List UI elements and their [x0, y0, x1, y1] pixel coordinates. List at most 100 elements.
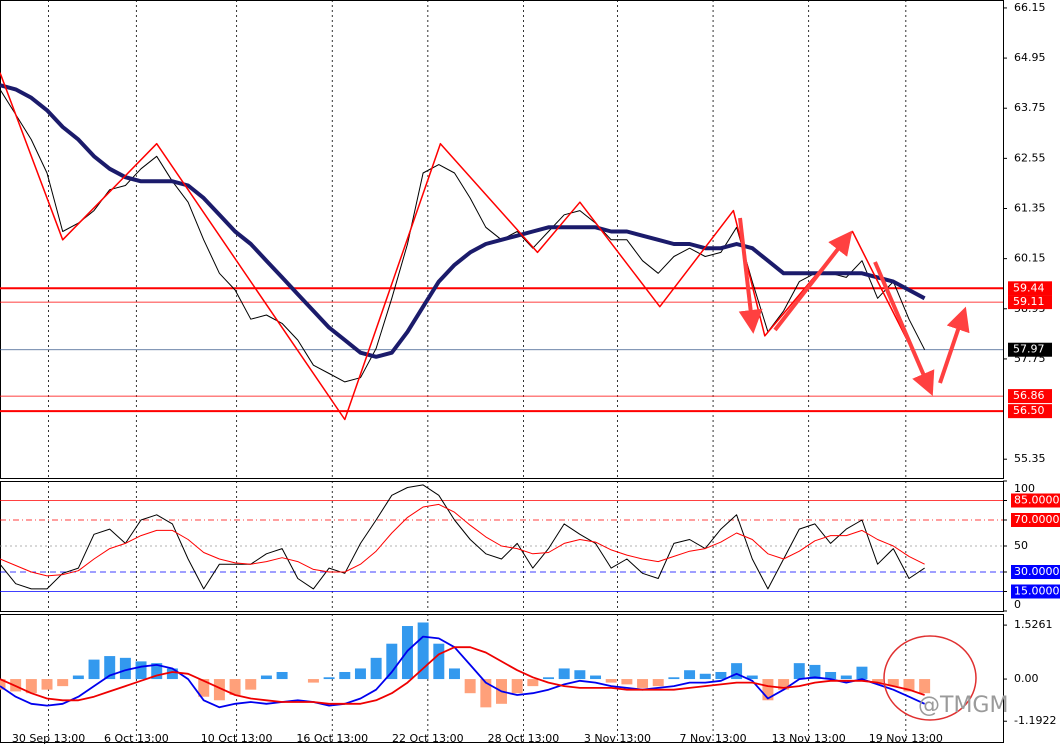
- level-box: [1008, 281, 1052, 296]
- histogram-bar: [856, 666, 868, 680]
- histogram-bar: [668, 677, 680, 680]
- histogram-bar: [0, 679, 6, 690]
- y-tick-label: 66.15: [1014, 1, 1046, 14]
- series-line: [0, 646, 925, 705]
- histogram-bar: [464, 679, 476, 694]
- histogram-bar: [793, 663, 805, 680]
- x-tick-label: 22 Oct 13:00: [392, 732, 464, 745]
- histogram-bar: [919, 679, 931, 694]
- y-tick-label: 63.75: [1014, 101, 1046, 114]
- histogram-bar: [72, 675, 84, 680]
- histogram-bar: [731, 663, 743, 680]
- level-label: 59.44: [1013, 281, 1045, 294]
- histogram-bar: [57, 679, 69, 687]
- histogram-bar: [386, 643, 398, 680]
- histogram-bar: [370, 657, 382, 680]
- level-label: 59.11: [1013, 295, 1045, 308]
- x-tick-label: 30 Sep 13:00: [12, 732, 85, 745]
- level-box: [1008, 295, 1052, 310]
- x-tick-label: 3 Nov 13:00: [584, 732, 651, 745]
- histogram-bar: [872, 679, 884, 683]
- tick-box: [1011, 493, 1060, 508]
- histogram-bar: [260, 675, 272, 680]
- y-tick-label: 15.0000: [1014, 585, 1060, 598]
- x-tick-label: 19 Nov 13:00: [869, 732, 943, 745]
- histogram-bar: [119, 657, 131, 680]
- histogram-bar: [511, 679, 523, 694]
- x-tick-label: 16 Oct 13:00: [296, 732, 368, 745]
- y-tick-label: 60.15: [1014, 252, 1046, 265]
- histogram-bar: [213, 679, 225, 701]
- histogram-bar: [25, 679, 37, 694]
- histogram-bar: [621, 679, 633, 685]
- histogram-bar: [652, 679, 664, 687]
- histogram-bar: [41, 679, 53, 690]
- histogram-bar: [339, 671, 351, 680]
- y-tick-label: 61.35: [1014, 201, 1046, 214]
- histogram-bar: [840, 675, 852, 680]
- histogram-bar: [762, 679, 774, 701]
- histogram-bar: [354, 668, 366, 680]
- panel-frame: [0, 0, 1004, 479]
- y-tick-label: 0: [1014, 598, 1021, 611]
- histogram-bar: [543, 677, 555, 680]
- histogram-bar: [605, 679, 617, 683]
- histogram-bar: [778, 679, 790, 690]
- y-tick-label: 100: [1014, 482, 1035, 495]
- histogram-bar: [480, 679, 492, 708]
- y-tick-label: 62.55: [1014, 151, 1046, 164]
- y-tick-label: 1.5261: [1014, 618, 1053, 631]
- histogram-bar: [433, 643, 445, 680]
- histogram-bar: [229, 679, 241, 695]
- series-line: [0, 72, 934, 421]
- level-label: 56.86: [1013, 389, 1045, 402]
- histogram-bar: [527, 679, 539, 687]
- y-tick-label: 0.00: [1014, 672, 1039, 685]
- watermark: @TMGM: [918, 693, 1008, 718]
- histogram-bar: [104, 656, 116, 680]
- arrow: [738, 217, 763, 334]
- x-tick-label: 13 Nov 13:00: [772, 732, 846, 745]
- histogram-bar: [198, 679, 210, 697]
- tick-box: [1011, 584, 1060, 599]
- x-tick-label: 10 Oct 13:00: [201, 732, 273, 745]
- histogram-bar: [448, 668, 460, 680]
- histogram-bar: [809, 664, 821, 680]
- histogram-bar: [135, 661, 147, 680]
- y-tick-label: 30.0000: [1014, 565, 1060, 578]
- x-tick-label: 6 Oct 13:00: [104, 732, 169, 745]
- level-box: [1008, 404, 1052, 419]
- histogram-bar: [401, 626, 413, 680]
- series-line: [0, 503, 925, 577]
- histogram-bar: [245, 679, 257, 690]
- histogram-bar: [637, 679, 649, 688]
- histogram-bar: [887, 679, 899, 687]
- histogram-bar: [746, 675, 758, 680]
- arrow: [873, 261, 935, 397]
- histogram-bar: [151, 663, 163, 680]
- annotations: [738, 217, 970, 397]
- x-tick-label: 7 Nov 13:00: [679, 732, 746, 745]
- series-line: [0, 83, 926, 359]
- histogram-bar: [684, 670, 696, 680]
- histogram-bar: [276, 671, 288, 680]
- histogram-bar: [417, 622, 429, 680]
- histogram-bar: [558, 668, 570, 680]
- histogram-bar: [825, 671, 837, 680]
- arrow: [938, 306, 970, 384]
- series-line: [0, 635, 925, 709]
- level-label: 57.97: [1013, 343, 1045, 356]
- histogram-bar: [590, 675, 602, 680]
- arrow: [773, 230, 853, 332]
- tick-box: [1011, 513, 1060, 527]
- y-tick-label: 50: [1014, 539, 1028, 552]
- histogram-bar: [323, 677, 335, 680]
- y-tick-label: 70.0000: [1014, 513, 1060, 526]
- level-box: [1008, 389, 1052, 404]
- level-box: [1008, 342, 1052, 357]
- x-tick-label: 28 Oct 13:00: [488, 732, 560, 745]
- tick-box: [1011, 565, 1060, 579]
- level-label: 56.50: [1013, 404, 1045, 417]
